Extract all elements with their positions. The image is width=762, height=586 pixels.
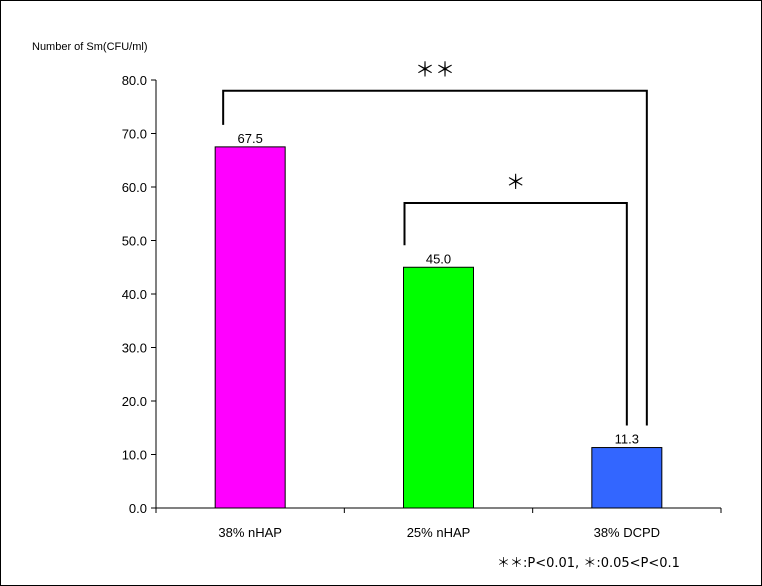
bars: 67.5 38% nHAP 45.0 25% nHAP 11.3 38% DCPD: [214, 131, 663, 540]
y-tick-label: 10.0: [122, 448, 147, 463]
x-tick-label: 25% nHAP: [407, 525, 471, 540]
significance-mark: ＊: [506, 170, 526, 194]
bar: [214, 146, 286, 509]
y-tick-label: 20.0: [122, 394, 147, 409]
y-tick-label: 50.0: [122, 234, 147, 249]
significance-bracket: [403, 202, 628, 426]
x-tick-label: 38% nHAP: [218, 525, 282, 540]
bar: [591, 447, 663, 509]
footnote: ＊＊:P<0.01, ＊:0.05<P<0.1: [497, 556, 680, 571]
y-tick-label: 60.0: [122, 180, 147, 195]
significance-brackets: ＊＊＊: [222, 58, 648, 426]
x-tick-label: 38% DCPD: [594, 525, 660, 540]
data-label: 67.5: [238, 131, 263, 146]
data-label: 45.0: [426, 251, 451, 266]
data-label: 11.3: [615, 432, 639, 447]
bar: [403, 266, 474, 509]
y-axis-label: Number of Sm(CFU/ml): [32, 41, 148, 53]
y-tick-label: 80.0: [122, 73, 147, 88]
y-tick-label: 70.0: [122, 127, 147, 142]
significance-mark: ＊＊: [415, 58, 455, 82]
y-tick-label: 0.0: [129, 501, 147, 516]
significance-bracket: [222, 89, 648, 426]
y-tick-label: 40.0: [122, 287, 147, 302]
y-tick-label: 30.0: [122, 341, 147, 356]
